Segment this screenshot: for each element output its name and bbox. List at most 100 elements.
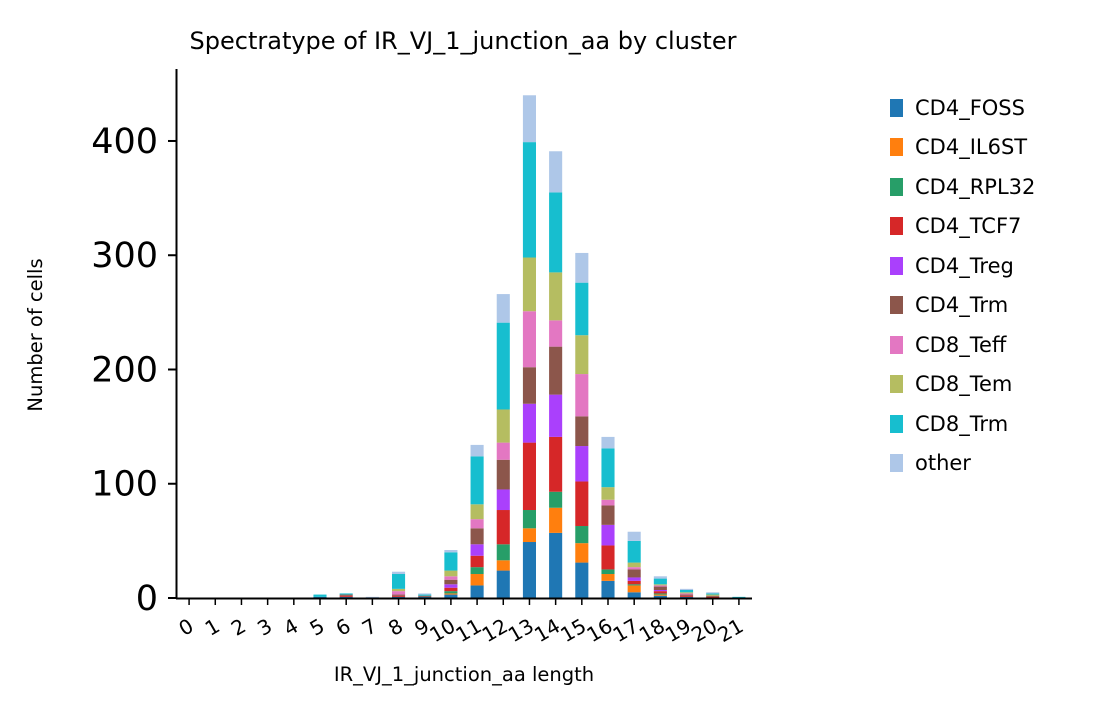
bar-segment-other-19 — [680, 588, 694, 590]
bar-segment-CD4_RPL32-15 — [575, 526, 589, 544]
bar-segment-CD8_Trm-5 — [313, 594, 327, 597]
bar-segment-CD8_Trm-21 — [732, 596, 746, 598]
bar-segment-CD8_Tem-17 — [627, 562, 641, 568]
bar-segment-CD4_Trm-14 — [549, 346, 563, 395]
x-tick-label-5: 5 — [305, 614, 328, 641]
bar-segment-CD4_TCF7-11 — [470, 555, 484, 568]
x-tick-label-8: 8 — [384, 614, 407, 641]
bar-segment-other-9 — [418, 593, 432, 595]
bars-layer — [313, 95, 746, 598]
bar-segment-other-8 — [392, 571, 406, 575]
bar-segment-CD4_Treg-17 — [627, 577, 641, 581]
bar-segment-CD4_RPL32-10 — [444, 591, 458, 594]
bar-segment-CD8_Tem-18 — [653, 584, 667, 586]
bar-segment-CD4_IL6ST-17 — [627, 585, 641, 593]
bar-segment-CD4_TCF7-12 — [496, 510, 510, 545]
bar-segment-CD4_Treg-14 — [549, 394, 563, 437]
bar-segment-CD4_FOSS-6 — [339, 596, 353, 598]
bar-segment-CD8_Trm-11 — [470, 456, 484, 505]
bar-segment-CD8_Teff-15 — [575, 374, 589, 417]
bar-segment-other-17 — [627, 531, 641, 541]
bar-segment-CD4_IL6ST-13 — [522, 528, 536, 543]
bar-segment-CD4_Treg-10 — [444, 584, 458, 588]
legend-swatch — [890, 296, 903, 315]
bar-segment-CD4_Trm-19 — [680, 594, 694, 596]
bar-segment-CD4_TCF7-16 — [601, 545, 615, 570]
legend-label: CD8_Trm — [915, 411, 1009, 436]
bar-segment-CD8_Trm-14 — [549, 192, 563, 273]
bar-segment-CD8_Tem-8 — [392, 588, 406, 592]
bar-segment-CD8_Trm-9 — [418, 594, 432, 596]
bar-segment-other-10 — [444, 550, 458, 553]
bar-segment-CD4_FOSS-17 — [627, 592, 641, 598]
bar-segment-CD4_RPL32-12 — [496, 544, 510, 561]
bar-segment-CD8_Teff-8 — [392, 591, 406, 595]
legend-swatch — [890, 217, 903, 236]
legend-item-CD8_Teff: CD8_Teff — [890, 325, 1090, 365]
bar-segment-CD8_Trm-15 — [575, 282, 589, 336]
bar-segment-CD4_IL6ST-18 — [653, 594, 667, 596]
bar-segment-CD4_FOSS-9 — [418, 596, 432, 598]
x-tick-label-4: 4 — [279, 614, 302, 641]
y-axis-label: Number of cells — [24, 258, 47, 411]
y-tick-label-300: 300 — [91, 236, 158, 276]
bar-segment-CD4_Treg-16 — [601, 524, 615, 546]
y-axis-ticks: 0 100 200 300 400 — [91, 122, 176, 619]
bar-segment-CD8_Trm-20 — [706, 593, 720, 595]
legend-label: CD4_Trm — [915, 293, 1009, 318]
bar-segment-CD4_Treg-12 — [496, 489, 510, 511]
bar-segment-CD8_Trm-16 — [601, 448, 615, 488]
legend-label: CD4_TCF7 — [915, 214, 1022, 239]
bar-segment-CD4_TCF7-19 — [680, 595, 694, 597]
legend-label: CD4_Treg — [915, 253, 1014, 278]
bar-segment-CD4_Trm-18 — [653, 586, 667, 590]
legend-label: other — [915, 451, 971, 476]
legend-swatch — [890, 375, 903, 394]
x-tick-label-7: 7 — [358, 614, 381, 641]
bar-segment-CD8_Teff-14 — [549, 320, 563, 347]
bar-segment-CD4_Trm-17 — [627, 569, 641, 578]
bar-segment-other-16 — [601, 436, 615, 449]
legend-label: CD4_FOSS — [915, 95, 1025, 120]
legend-swatch — [890, 414, 903, 433]
bar-segment-CD8_Trm-19 — [680, 590, 694, 593]
bar-segment-CD4_Trm-16 — [601, 505, 615, 525]
bar-segment-other-7 — [365, 596, 379, 598]
y-tick-label-0: 0 — [136, 579, 158, 619]
bar-segment-CD4_Trm-13 — [522, 367, 536, 404]
legend-item-CD8_Tem: CD8_Tem — [890, 365, 1090, 405]
bar-segment-other-12 — [496, 294, 510, 323]
x-tick-label-1: 1 — [201, 614, 224, 641]
bar-segment-CD4_IL6ST-16 — [601, 574, 615, 581]
x-tick-label-0: 0 — [175, 614, 198, 641]
legend-swatch — [890, 335, 903, 354]
x-tick-label-21: 21 — [713, 614, 747, 648]
bar-segment-CD4_TCF7-15 — [575, 481, 589, 527]
bar-segment-CD8_Teff-19 — [680, 593, 694, 595]
bar-segment-CD4_FOSS-11 — [470, 585, 484, 598]
x-tick-label-6: 6 — [332, 614, 355, 641]
bar-segment-CD4_IL6ST-11 — [470, 574, 484, 586]
legend-item-CD4_Treg: CD4_Treg — [890, 246, 1090, 286]
bar-segment-CD8_Tem-10 — [444, 570, 458, 577]
legend-label: CD4_IL6ST — [915, 135, 1028, 160]
bar-segment-CD4_FOSS-16 — [601, 580, 615, 598]
bar-segment-CD4_FOSS-13 — [522, 542, 536, 598]
bar-segment-CD4_RPL32-13 — [522, 510, 536, 529]
bar-segment-CD4_RPL32-17 — [627, 584, 641, 586]
y-tick-label-100: 100 — [91, 465, 158, 505]
bar-segment-CD8_Trm-18 — [653, 578, 667, 585]
bar-segment-CD8_Trm-10 — [444, 552, 458, 571]
bar-segment-CD8_Tem-15 — [575, 335, 589, 375]
bar-segment-other-11 — [470, 444, 484, 457]
bar-segment-other-15 — [575, 252, 589, 283]
bar-segment-CD4_TCF7-13 — [522, 442, 536, 511]
bar-segment-CD4_TCF7-18 — [653, 591, 667, 594]
bar-segment-CD8_Teff-17 — [627, 567, 641, 570]
chart-title: Spectratype of IR_VJ_1_junction_aa by cl… — [190, 27, 737, 55]
bar-segment-CD4_Trm-20 — [706, 595, 720, 597]
bar-segment-CD4_Treg-13 — [522, 403, 536, 443]
bar-segment-CD4_IL6ST-14 — [549, 507, 563, 533]
